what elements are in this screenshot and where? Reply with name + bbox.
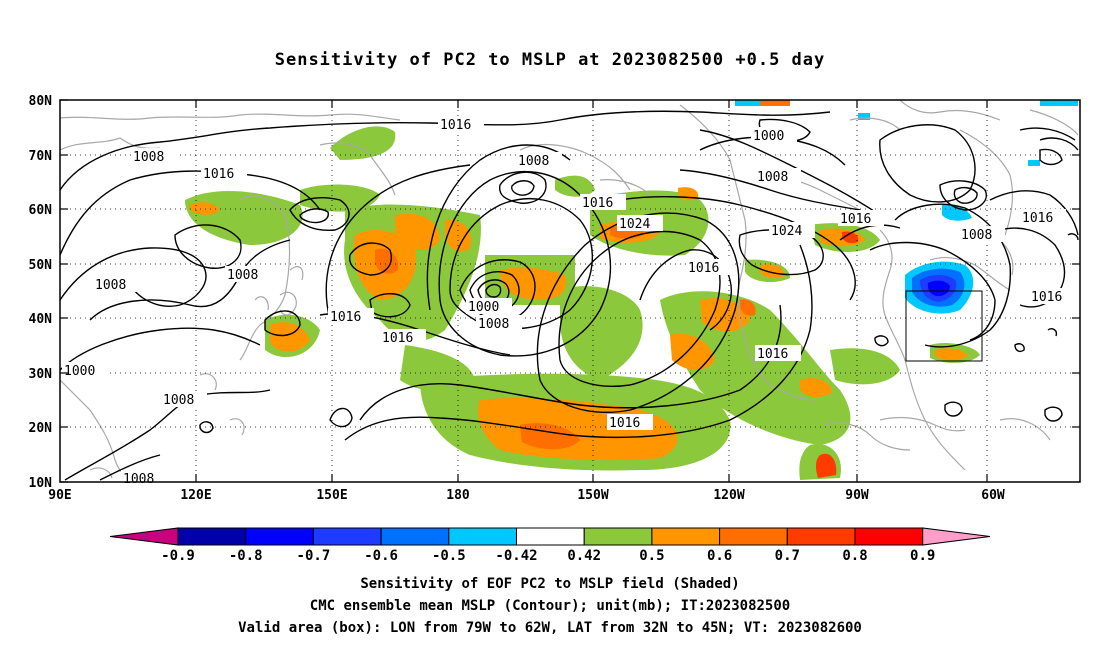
lat-label: 50N xyxy=(29,258,53,273)
lon-label: 120W xyxy=(713,488,744,503)
caption-line: Sensitivity of EOF PC2 to MSLP field (Sh… xyxy=(360,576,740,592)
isobar-label: 1016 xyxy=(757,347,788,362)
isobar-label: 1008 xyxy=(478,317,509,332)
map-gridlines xyxy=(60,100,1080,482)
isobar-label: 1016 xyxy=(382,331,413,346)
isobar-label: 1016 xyxy=(582,196,613,211)
caption-block: Sensitivity of EOF PC2 to MSLP field (Sh… xyxy=(0,573,1100,639)
isobar-label: 1016 xyxy=(203,167,234,182)
lat-label: 20N xyxy=(29,421,53,436)
isobar-label: 1016 xyxy=(1022,211,1053,226)
page-title: Sensitivity of PC2 to MSLP at 2023082500… xyxy=(274,50,826,70)
isobar-label: 1008 xyxy=(95,278,126,293)
isobar-label: 1008 xyxy=(123,472,154,487)
isobar-label: 1000 xyxy=(753,129,784,144)
lon-label: 150E xyxy=(316,488,347,503)
lon-label: 60W xyxy=(981,488,1005,503)
isobar-label: 1016 xyxy=(609,416,640,431)
isobar-label: 1000 xyxy=(64,364,95,379)
lat-label: 60N xyxy=(29,203,53,218)
isobar-labels: 1016 1008 1016 1000 1008 1008 1016 1024 … xyxy=(62,116,1075,487)
isobar-label: 1024 xyxy=(771,224,802,239)
isobar-label: 1008 xyxy=(163,393,194,408)
isobar-label: 1024 xyxy=(619,217,650,232)
lon-label: 150W xyxy=(577,488,608,503)
caption-line: CMC ensemble mean MSLP (Contour); unit(m… xyxy=(309,598,791,614)
lat-label: 70N xyxy=(29,149,53,164)
lon-label: 90W xyxy=(845,488,869,503)
isobar-label: 1008 xyxy=(757,170,788,185)
lat-label: 80N xyxy=(29,94,53,109)
isobar-label: 1016 xyxy=(330,310,361,325)
lat-label: 10N xyxy=(29,476,53,491)
isobar-label: 1016 xyxy=(688,261,719,276)
isobar-label: 1008 xyxy=(227,268,258,283)
sensitivity-shading xyxy=(185,100,1078,480)
isobar-label: 1016 xyxy=(840,212,871,227)
isobar-label: 1016 xyxy=(1031,290,1062,305)
lat-label: 40N xyxy=(29,312,53,327)
valid-area-box xyxy=(905,290,983,362)
lat-label: 30N xyxy=(29,367,53,382)
isobar-label: 1000 xyxy=(468,300,499,315)
lon-label: 120E xyxy=(180,488,211,503)
lon-label: 90E xyxy=(48,488,71,503)
lon-label: 180 xyxy=(446,488,470,503)
isobar-label: 1008 xyxy=(518,154,549,169)
isobar-label: 1016 xyxy=(440,118,471,133)
caption-line: Valid area (box): LON from 79W to 62W, L… xyxy=(238,620,862,636)
isobar-label: 1008 xyxy=(961,228,992,243)
map-frame xyxy=(59,99,1081,483)
isobar-label: 1008 xyxy=(133,150,164,165)
